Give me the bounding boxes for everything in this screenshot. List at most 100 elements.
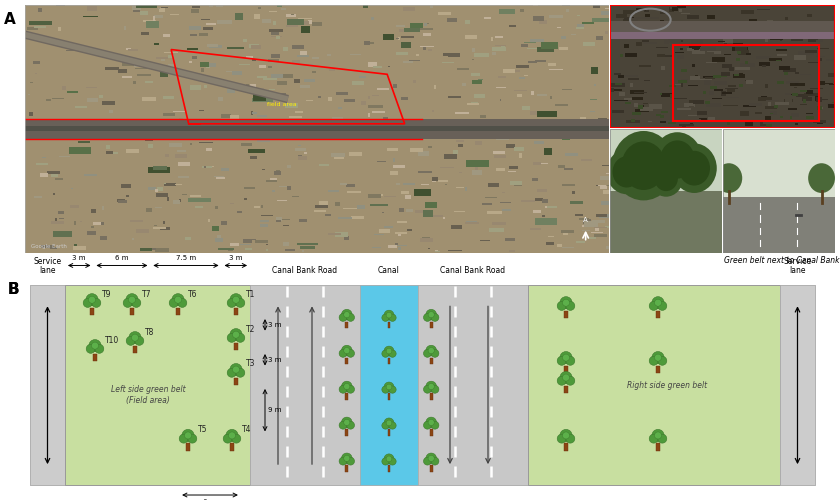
Text: T8: T8 — [145, 328, 155, 336]
Bar — [596, 185, 606, 186]
Bar — [199, 142, 213, 144]
Bar — [394, 245, 407, 246]
Bar — [650, 5, 655, 8]
Circle shape — [426, 381, 437, 392]
Bar — [678, 80, 686, 83]
Bar — [633, 92, 647, 93]
Bar — [335, 232, 348, 236]
Bar — [397, 122, 400, 124]
Circle shape — [126, 294, 138, 306]
Bar — [206, 66, 210, 68]
Bar — [370, 204, 388, 206]
Bar — [292, 196, 299, 198]
Bar — [348, 190, 360, 193]
Bar — [312, 72, 316, 74]
Bar — [727, 122, 730, 125]
Bar — [303, 79, 315, 82]
Bar — [675, 52, 685, 53]
Bar — [580, 159, 592, 160]
Bar — [782, 30, 787, 34]
Bar — [592, 18, 610, 22]
Bar — [271, 54, 280, 58]
Bar — [185, 237, 191, 240]
Bar — [74, 125, 81, 126]
Bar — [328, 233, 341, 235]
Bar — [765, 106, 777, 109]
Bar — [257, 140, 270, 142]
Circle shape — [233, 366, 239, 373]
Bar — [651, 10, 656, 15]
Circle shape — [83, 298, 92, 308]
Circle shape — [95, 344, 104, 354]
Bar — [277, 200, 287, 202]
Circle shape — [612, 156, 641, 188]
Bar — [685, 104, 689, 105]
Bar — [360, 124, 367, 126]
Bar — [707, 118, 715, 121]
Bar — [550, 96, 552, 99]
Bar — [249, 44, 259, 48]
Bar — [399, 29, 410, 32]
Bar — [826, 59, 840, 61]
Bar — [766, 124, 772, 128]
Bar — [733, 74, 739, 76]
Bar — [75, 106, 87, 108]
Bar — [562, 135, 570, 140]
Bar — [432, 176, 438, 180]
Bar — [630, 83, 633, 87]
Circle shape — [649, 160, 683, 196]
Bar — [687, 48, 692, 51]
Bar — [158, 8, 160, 10]
Bar — [472, 80, 482, 84]
Bar — [53, 193, 55, 195]
Bar — [29, 22, 52, 25]
Bar — [359, 76, 365, 78]
Circle shape — [389, 350, 396, 358]
Bar — [276, 170, 280, 171]
Circle shape — [347, 457, 354, 465]
Bar — [433, 85, 436, 89]
Bar — [214, 176, 224, 177]
Bar — [686, 15, 699, 18]
Bar — [368, 194, 381, 198]
Bar — [630, 90, 644, 94]
Bar — [252, 112, 257, 114]
Circle shape — [428, 384, 434, 390]
Bar — [714, 52, 721, 54]
Bar — [696, 76, 698, 80]
Bar — [721, 76, 727, 78]
Bar — [300, 51, 307, 54]
Bar — [268, 66, 272, 68]
Bar — [462, 83, 466, 86]
Bar — [155, 190, 158, 192]
Bar — [153, 16, 155, 20]
Bar — [667, 28, 673, 32]
Bar — [495, 156, 507, 158]
Bar — [344, 208, 357, 210]
Bar — [51, 221, 64, 224]
Bar — [633, 78, 643, 82]
Bar — [25, 126, 609, 132]
Circle shape — [132, 334, 139, 341]
Bar — [522, 106, 530, 110]
Bar — [632, 112, 641, 115]
Bar — [456, 187, 465, 188]
Bar — [228, 250, 234, 252]
Bar — [501, 46, 506, 50]
Bar — [723, 39, 733, 44]
Bar — [795, 94, 808, 97]
Bar — [363, 2, 368, 8]
Bar — [514, 184, 522, 186]
Bar — [520, 10, 524, 12]
Circle shape — [339, 314, 347, 322]
Bar — [181, 194, 186, 196]
Bar — [465, 222, 480, 224]
Bar — [100, 236, 108, 240]
Bar — [690, 40, 702, 43]
Bar — [549, 132, 561, 133]
Bar — [62, 42, 76, 44]
Bar — [802, 97, 811, 101]
Bar — [268, 59, 279, 62]
Bar — [610, 128, 722, 190]
Bar — [475, 52, 489, 57]
